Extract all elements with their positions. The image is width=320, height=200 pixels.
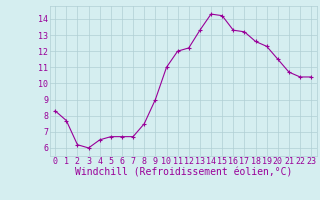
X-axis label: Windchill (Refroidissement éolien,°C): Windchill (Refroidissement éolien,°C) <box>75 168 292 178</box>
